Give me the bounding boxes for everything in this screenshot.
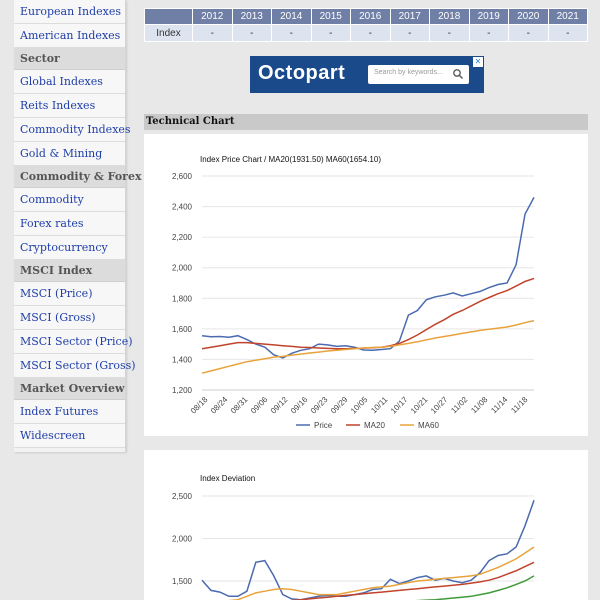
x-tick-label: 11/14 (489, 395, 509, 415)
y-tick-label: 2,500 (172, 492, 193, 501)
sidebar-item-forex-rates[interactable]: Forex rates (14, 212, 125, 236)
year-value: - (271, 24, 312, 42)
ad-banner[interactable]: Octopart Search by keywords... ✕ (250, 56, 484, 93)
ad-search-box[interactable]: Search by keywords... (368, 65, 469, 84)
y-tick-label: 2,600 (172, 172, 193, 181)
year-header: 2012 (192, 8, 233, 25)
year-value: - (231, 24, 272, 42)
y-tick-label: 1,800 (172, 294, 193, 303)
y-tick-label: 1,400 (172, 355, 193, 364)
chart-title: Index Deviation (200, 474, 256, 483)
x-tick-label: 11/18 (509, 395, 529, 415)
x-tick-label: 10/27 (429, 395, 450, 416)
row-label: Index (144, 24, 193, 42)
x-tick-label: 09/12 (269, 395, 290, 416)
year-value: - (192, 24, 233, 42)
series-line-ma60 (201, 319, 535, 374)
deviation-chart: 1,500 2,000 2,500 (172, 492, 535, 600)
x-tick-label: 09/29 (329, 395, 350, 416)
year-header: 2020 (508, 8, 549, 25)
year-header: 2015 (310, 8, 351, 25)
sidebar-header-commodity-forex: Commodity & Forex (14, 166, 142, 188)
sidebar-item-global-indexes[interactable]: Global Indexes (14, 70, 125, 94)
sidebar-item-gold-mining[interactable]: Gold & Mining (14, 142, 125, 166)
x-tick-label: 10/21 (409, 395, 430, 416)
year-header: 2014 (271, 8, 312, 25)
deviation-line-4 (414, 575, 535, 600)
year-header: 2019 (468, 8, 509, 25)
year-value: - (508, 24, 549, 42)
sidebar-item-cryptocurrency[interactable]: Cryptocurrency (14, 236, 125, 260)
y-tick-label: 1,500 (172, 577, 193, 586)
x-tick-label: 08/18 (189, 395, 210, 416)
sidebar-header-sector: Sector (14, 48, 125, 70)
year-value: - (389, 24, 430, 42)
price-chart: 1,200 1,400 1,600 1,800 2,000 2,200 2,400 2,600… (172, 172, 535, 430)
ad-search-input[interactable]: Search by keywords... (374, 69, 443, 76)
sidebar-item-msci-sector-price[interactable]: MSCI Sector (Price) (14, 330, 133, 354)
deviation-line-1 (201, 500, 535, 600)
year-header-blank (144, 8, 193, 25)
year-header: 2021 (547, 8, 588, 25)
sidebar-header-market-overview: Market Overview (14, 378, 125, 400)
chart-title: Index Price Chart / MA20(1931.50) MA60(1… (200, 155, 381, 164)
x-tick-label: 09/06 (249, 395, 270, 416)
deviation-line-3 (289, 561, 535, 600)
sidebar-item-msci-sector-gross[interactable]: MSCI Sector (Gross) (14, 354, 136, 378)
sidebar-item-commodity[interactable]: Commodity (14, 188, 125, 212)
sidebar-item-european-indexes[interactable]: European Indexes (14, 0, 125, 24)
year-value: - (429, 24, 470, 42)
ad-logo[interactable]: Octopart (258, 62, 346, 84)
year-index-row: Index ---------- (144, 24, 588, 42)
x-tick-label: 11/02 (449, 395, 469, 415)
y-tick-label: 1,200 (172, 386, 193, 395)
x-tick-label: 09/23 (309, 395, 330, 416)
search-icon[interactable] (452, 68, 464, 80)
sidebar-item-widescreen[interactable]: Widescreen (14, 424, 125, 448)
x-tick-label: 10/11 (369, 395, 389, 415)
year-value: - (350, 24, 391, 42)
x-tick-label: 08/31 (229, 395, 250, 416)
deviation-line-2 (227, 546, 535, 600)
x-tick-label: 09/16 (289, 395, 310, 416)
deviation-chart-panel: Index Deviation 1,500 2,000 2,500 (144, 450, 588, 600)
y-tick-label: 2,000 (172, 535, 193, 544)
year-header: 2017 (389, 8, 430, 25)
y-tick-label: 2,200 (172, 233, 193, 242)
sidebar-item-msci-gross[interactable]: MSCI (Gross) (14, 306, 125, 330)
section-header: Technical Chart (144, 114, 588, 130)
year-value: - (310, 24, 351, 42)
year-value: - (547, 24, 588, 42)
sidebar-header-msci-index: MSCI Index (14, 260, 125, 282)
x-tick-label: 10/17 (389, 395, 410, 416)
x-tick-label: 10/05 (349, 395, 370, 416)
x-tick-label: 08/24 (209, 395, 230, 416)
sidebar-item-msci-price[interactable]: MSCI (Price) (14, 282, 125, 306)
year-header-row: 2012 2013 2014 2015 2016 2017 2018 2019 2020 2021 (144, 8, 588, 25)
sidebar-item-index-futures[interactable]: Index Futures (14, 400, 125, 424)
price-chart-panel: Index Price Chart / MA20(1931.50) MA60(1… (144, 134, 588, 436)
year-table: 2012 2013 2014 2015 2016 2017 2018 2019 2020 2021… (144, 8, 588, 42)
year-header: 2018 (429, 8, 470, 25)
y-tick-label: 1,600 (172, 325, 193, 334)
sidebar-item-commodity-indexes[interactable]: Commodity Indexes (14, 118, 131, 142)
sidebar-item-reits-indexes[interactable]: Reits Indexes (14, 94, 125, 118)
x-tick-label: 11/08 (469, 395, 489, 415)
ad-close-icon[interactable]: ✕ (473, 57, 483, 67)
sidebar-item-american-indexes[interactable]: American Indexes (14, 24, 125, 48)
year-value: - (468, 24, 509, 42)
y-tick-label: 2,000 (172, 264, 193, 273)
legend-label: MA60 (418, 421, 439, 430)
year-header: 2013 (231, 8, 272, 25)
sidebar-nav: European Indexes American Indexes Sector Gl… (14, 0, 142, 452)
series-line-price (201, 197, 535, 359)
year-header: 2016 (350, 8, 391, 25)
legend-label: MA20 (364, 421, 385, 430)
y-tick-label: 2,400 (172, 203, 193, 212)
legend-label: Price (314, 421, 333, 430)
